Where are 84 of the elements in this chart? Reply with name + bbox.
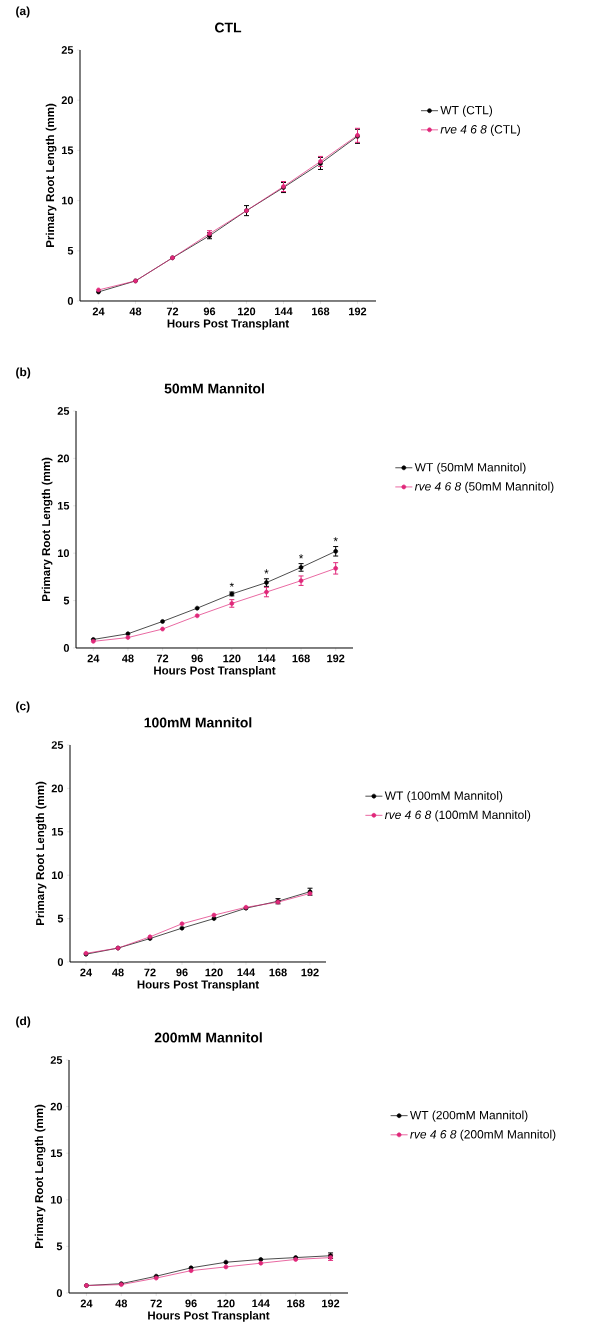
y-tick-label: 25 <box>57 407 70 415</box>
annotation: * <box>298 554 304 559</box>
x-tick-label: 192 <box>327 654 345 663</box>
y-tick-label: 15 <box>51 827 64 836</box>
x-tick-label: 168 <box>312 307 330 316</box>
x-tick-label: 120 <box>217 1299 235 1308</box>
chart-title: 50mM Mannitol <box>164 383 264 394</box>
y-tick-label: 10 <box>50 1195 63 1204</box>
chart-title: 200mM Mannitol <box>154 1032 262 1043</box>
y-tick-label: 0 <box>63 644 70 652</box>
x-tick-label: 24 <box>92 307 105 316</box>
x-axis-title: Hours Post Transplant <box>137 980 259 991</box>
y-tick-label: 20 <box>57 454 70 463</box>
x-tick-label: 24 <box>87 654 100 663</box>
y-tick-label: 10 <box>51 871 64 880</box>
annotation: * <box>333 537 338 542</box>
text: (b) <box>16 367 31 379</box>
x-tick-label: 192 <box>301 968 319 977</box>
x-tick-label: 120 <box>223 654 241 663</box>
chart-title: 100mM Mannitol <box>144 717 252 728</box>
legend-label: rve 4 6 8 (200mM Mannitol) <box>410 1129 556 1141</box>
x-tick-label: 192 <box>349 307 367 316</box>
x-tick-label: 192 <box>322 1299 340 1308</box>
text: (c) <box>16 701 30 713</box>
y-tick-label: 25 <box>51 741 64 749</box>
x-tick-label: 120 <box>205 968 223 977</box>
x-tick-label: 72 <box>144 968 156 977</box>
text: (a) <box>16 6 30 18</box>
y-tick-label: 10 <box>61 196 74 205</box>
y-tick-label: 20 <box>50 1102 63 1111</box>
legend-label: rve 4 6 8 (CTL) <box>440 124 520 136</box>
x-tick-label: 48 <box>122 654 134 663</box>
x-axis-title: Hours Post Transplant <box>167 319 289 330</box>
legend-label: rve 4 6 8 (50mM Mannitol) <box>414 481 554 493</box>
y-tick-label: 15 <box>50 1149 63 1158</box>
y-tick-label: 0 <box>67 297 74 305</box>
x-tick-label: 72 <box>150 1299 162 1308</box>
y-tick-label: 5 <box>57 914 64 923</box>
y-tick-label: 10 <box>57 549 70 558</box>
y-tick-label: 25 <box>61 46 74 54</box>
x-tick-label: 168 <box>287 1299 305 1308</box>
text: (d) <box>16 1016 31 1028</box>
y-tick-label: 0 <box>56 1289 63 1297</box>
x-tick-label: 96 <box>191 654 203 663</box>
y-axis-title: Primary Root Length (mm) <box>34 1104 46 1248</box>
x-tick-label: 24 <box>80 968 93 977</box>
y-tick-label: 15 <box>57 501 70 510</box>
annotation: * <box>264 569 269 574</box>
y-tick-label: 0 <box>57 958 64 966</box>
y-axis-title: Primary Root Length (mm) <box>35 781 47 925</box>
x-axis-title: Hours Post Transplant <box>148 1311 270 1322</box>
x-tick-label: 120 <box>238 307 256 316</box>
x-tick-label: 144 <box>275 307 293 316</box>
x-tick-label: 144 <box>257 654 276 663</box>
x-tick-label: 96 <box>203 307 216 316</box>
y-tick-label: 25 <box>50 1056 63 1064</box>
annotation: * <box>229 582 234 587</box>
y-axis-title: Primary Root Length (mm) <box>41 457 53 601</box>
y-tick-label: 5 <box>67 246 74 255</box>
y-tick-label: 15 <box>61 146 74 155</box>
x-tick-label: 48 <box>115 1299 128 1308</box>
y-tick-label: 20 <box>61 96 74 105</box>
x-tick-label: 168 <box>269 968 287 977</box>
y-tick-label: 5 <box>56 1242 63 1251</box>
legend-label: WT (50mM Mannitol) <box>414 462 526 474</box>
legend-label: WT (CTL) <box>440 105 493 117</box>
x-tick-label: 48 <box>129 307 142 316</box>
legend-label: WT (100mM Mannitol) <box>384 791 503 803</box>
x-tick-label: 24 <box>80 1299 93 1308</box>
x-tick-label: 72 <box>166 307 179 316</box>
legend-label: rve 4 6 8 (100mM Mannitol) <box>384 810 531 822</box>
y-axis-title: Primary Root Length (mm) <box>45 103 57 247</box>
x-tick-label: 144 <box>252 1299 270 1308</box>
y-tick-label: 5 <box>63 596 70 605</box>
y-tick-label: 20 <box>51 784 64 793</box>
x-tick-label: 96 <box>185 1299 197 1308</box>
x-tick-label: 96 <box>176 968 188 977</box>
x-tick-label: 48 <box>112 968 124 977</box>
chart-title: CTL <box>215 22 242 33</box>
x-axis-title: Hours Post Transplant <box>154 666 276 677</box>
x-tick-label: 72 <box>156 654 169 663</box>
x-tick-label: 144 <box>237 968 256 977</box>
legend-label: WT (200mM Mannitol) <box>410 1110 528 1122</box>
x-tick-label: 168 <box>292 654 310 663</box>
